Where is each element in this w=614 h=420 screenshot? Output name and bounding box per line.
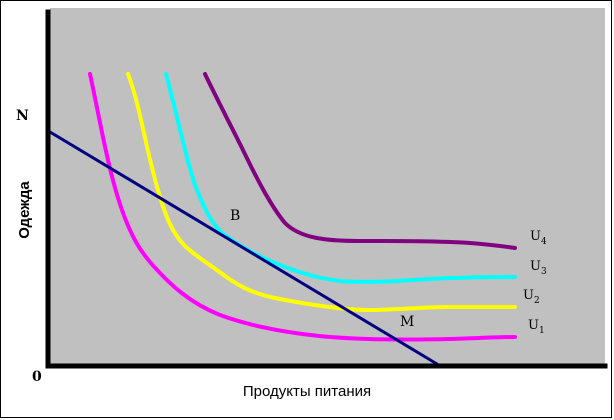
curve-u2-index: 2: [534, 296, 540, 306]
indifference-curve-u2: [126, 72, 517, 312]
curve-u3-index: 3: [541, 267, 547, 277]
point-m-label: M: [400, 314, 414, 330]
point-b-label: B: [230, 208, 240, 224]
curve-u1-index: 1: [539, 326, 545, 336]
curve-u4-index: 4: [541, 237, 547, 247]
indifference-curve-u1: [88, 72, 517, 342]
curve-label-u2: U2: [523, 288, 540, 306]
curve-u2-name: U: [523, 288, 534, 303]
indifference-curve-u4: [203, 72, 517, 250]
x-axis-title: Продукты питания: [243, 383, 371, 400]
y-intercept-label: N: [16, 108, 29, 124]
budget-line: [48, 130, 439, 366]
plot-area: [50, 8, 605, 366]
curve-label-u4: U4: [530, 229, 547, 247]
y-axis-title: Одежда: [16, 181, 33, 239]
origin-label: 0: [32, 369, 42, 385]
curve-label-u3: U3: [530, 259, 547, 277]
indifference-curve-u3: [164, 72, 517, 284]
curve-u4-name: U: [530, 229, 541, 244]
curve-u3-name: U: [530, 259, 541, 274]
curve-u1-name: U: [528, 318, 539, 333]
curve-label-u1: U1: [528, 318, 545, 336]
